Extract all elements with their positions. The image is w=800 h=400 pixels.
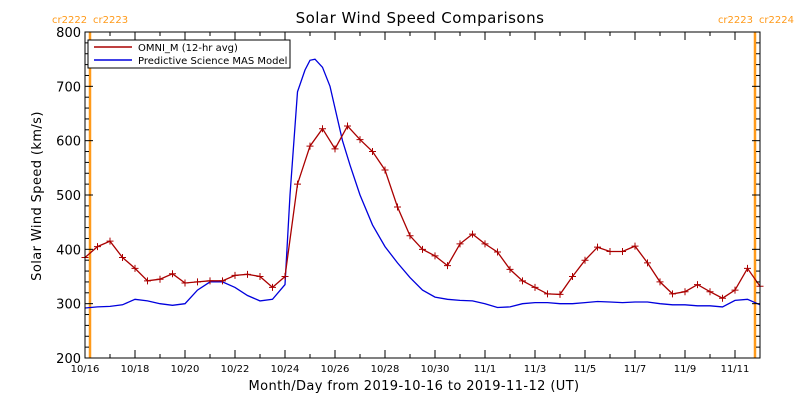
omni-point-marker [694, 281, 701, 289]
omni-point-marker [506, 265, 514, 273]
x-tick-label: 10/22 [221, 364, 250, 375]
y-tick-label: 400 [56, 243, 81, 258]
omni-point-marker [381, 166, 389, 174]
x-tick-label: 10/26 [321, 364, 350, 375]
omni-point-marker [744, 264, 751, 272]
chart-title: Solar Wind Speed Comparisons [296, 9, 545, 27]
omni-point-marker [306, 142, 314, 150]
omni-point-marker [256, 273, 264, 280]
omni-point-marker [356, 136, 364, 144]
omni-point-marker [194, 278, 201, 286]
y-tick-label: 500 [56, 189, 81, 204]
legend-box [87, 39, 291, 69]
x-tick-label: 10/20 [171, 364, 200, 375]
x-tick-label: 10/30 [421, 364, 450, 375]
omni-point-marker [219, 277, 226, 285]
y-tick-label: 300 [56, 298, 81, 313]
omni-point-marker [94, 243, 101, 251]
x-tick-label: 10/18 [121, 364, 150, 375]
x-tick-label: 11/7 [624, 364, 646, 375]
cr-label-right-1: cr2223 [718, 15, 753, 26]
omni-point-marker [719, 294, 726, 302]
omni-point-marker [519, 277, 526, 285]
omni-point-marker [344, 122, 351, 130]
x-tick-label: 11/11 [721, 364, 750, 375]
omni-point-marker [731, 286, 739, 294]
omni-point-marker [444, 262, 451, 270]
axes: 200 300 400 500 600 700 800 10/16 10/18 10/20 10/2… [56, 26, 760, 375]
omni-point-marker [294, 180, 301, 188]
omni-point-marker [606, 248, 614, 256]
omni-point-marker [394, 203, 401, 211]
legend-label-omni: OMNI_M (12-hr avg) [138, 43, 238, 54]
legend-label-model: Predictive Science MAS Model [138, 56, 287, 67]
x-tick-label: 11/9 [674, 364, 696, 375]
omni-point-marker [556, 290, 564, 298]
omni-point-marker [169, 270, 176, 278]
omni-point-marker [619, 248, 626, 256]
omni-point-marker [369, 148, 376, 156]
omni-point-marker [181, 279, 189, 287]
omni-point-marker [144, 277, 151, 285]
plot-area [81, 32, 764, 358]
omni-point-marker [706, 288, 714, 296]
omni-point-marker [406, 232, 414, 240]
omni-point-marker [131, 264, 139, 272]
plot-frame [84, 31, 761, 359]
x-tick-label: 10/16 [71, 364, 100, 375]
cr-label-left-2: cr2223 [93, 15, 128, 26]
y-tick-label: 600 [56, 135, 81, 150]
y-axis-label: Solar Wind Speed (km/s) [30, 111, 45, 281]
x-tick-label: 11/1 [474, 364, 496, 375]
omni-point-marker [319, 125, 326, 133]
omni-point-marker [681, 288, 689, 296]
x-tick-label: 11/5 [574, 364, 596, 375]
x-axis-label: Month/Day from 2019-10-16 to 2019-11-12 … [248, 379, 579, 394]
omni-point-marker [469, 230, 476, 238]
series-line-omni [84, 124, 761, 299]
omni-point-marker [631, 242, 639, 250]
omni-point-marker [231, 271, 239, 279]
omni-point-marker [644, 259, 651, 267]
x-tick-label: 10/28 [371, 364, 400, 375]
omni-point-marker [206, 277, 214, 285]
omni-point-marker [281, 273, 289, 280]
omni-point-marker [106, 237, 114, 245]
omni-point-marker [481, 240, 489, 248]
omni-point-marker [269, 283, 276, 291]
omni-point-marker [456, 240, 464, 248]
omni-point-marker [331, 145, 339, 153]
omni-point-marker [656, 278, 664, 286]
omni-point-marker [431, 252, 439, 260]
y-tick-label: 800 [56, 26, 81, 41]
omni-point-marker [119, 253, 126, 261]
omni-point-marker [544, 290, 551, 298]
x-tick-label: 10/24 [271, 364, 300, 375]
omni-point-marker [569, 273, 576, 280]
x-tick-label: 11/3 [524, 364, 546, 375]
series-line-model [84, 58, 761, 309]
omni-point-marker [419, 245, 426, 253]
omni-point-marker [156, 275, 164, 283]
legend: OMNI_M (12-hr avg) Predictive Science MA… [87, 39, 291, 69]
omni-point-marker [244, 270, 251, 278]
cr-label-right-2: cr2224 [759, 15, 794, 26]
cr-label-left-1: cr2222 [52, 15, 87, 26]
omni-point-marker [594, 243, 601, 251]
omni-point-marker [669, 290, 676, 298]
y-tick-label: 700 [56, 80, 81, 95]
omni-point-marker [581, 256, 589, 264]
y-tick-label: 200 [56, 352, 81, 367]
omni-point-marker [494, 248, 501, 256]
omni-point-marker [531, 283, 539, 291]
